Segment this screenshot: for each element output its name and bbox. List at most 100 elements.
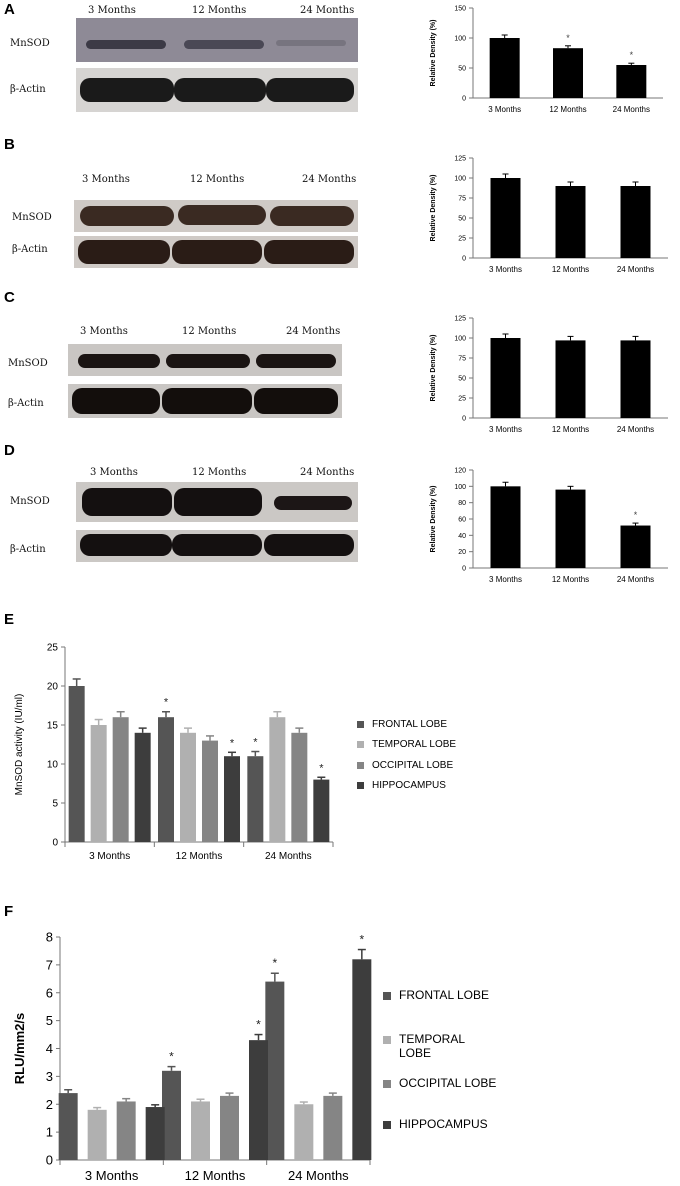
western-blot-c: 3 Months 12 Months 24 Months MnSOD β-Act… [0,290,370,425]
significance-marker: * [359,933,364,947]
legend-swatch [383,1035,391,1044]
bar [269,717,286,842]
mnsod-blot-strip [74,200,358,232]
mnsod-band [256,354,336,368]
y-tick-label: 50 [458,65,466,72]
actin-band [162,388,252,414]
actin-band [78,240,170,264]
bar [555,489,586,568]
panel-label-d: D [4,442,15,459]
y-axis-label: Relative Density (%) [430,20,437,87]
mnsod-band [184,40,264,49]
y-tick-label: 80 [458,500,466,507]
x-tick-label: 24 Months [265,851,312,862]
legend-swatch [383,991,391,1000]
bar [291,732,308,842]
actin-band [80,78,174,102]
chart-a: 0 50 100 150 Relative Density (%) 3 Months 12 … [430,5,663,114]
mnsod-band [80,206,174,226]
mnsod-band [270,206,354,226]
actin-band [264,534,354,556]
panel-label-e: E [4,611,15,628]
y-tick-label: 0 [462,415,466,422]
actin-band [80,534,172,556]
bar [134,732,151,842]
legend-item-occipital: OCCIPITAL LOBE [357,760,453,771]
mnsod-blot-strip [76,18,358,62]
panel-label-c: C [4,289,15,306]
y-tick-label: 25 [458,235,466,242]
y-tick-label: 20 [458,549,466,556]
actin-band [254,388,338,414]
blot-col-label: 24 Months [286,326,341,337]
significance-marker: * [634,510,638,520]
y-tick-label: 5 [46,1013,53,1028]
y-tick-label: 100 [454,175,466,182]
x-tick-label: 12 Months [549,105,586,114]
legend-item-temporal: TEMPORAL LOBE [357,739,456,750]
bar [490,178,521,258]
actin-band [174,78,266,102]
x-tick-label: 12 Months [185,1168,246,1183]
blot-col-label: 12 Months [192,467,247,478]
mnsod-band [174,488,262,516]
y-tick-label: 50 [458,375,466,382]
legend-e: FRONTAL LOBE TEMPORAL LOBE OCCIPITAL LOB… [357,719,477,799]
bar [489,38,520,98]
y-tick-label: 0 [462,95,466,102]
bar [180,732,196,842]
blot-col-label: 12 Months [192,5,247,16]
bar [90,725,107,842]
bar [352,959,372,1160]
y-tick-label: 0 [52,838,58,849]
bar [191,1101,210,1160]
y-tick-label: 120 [454,467,466,474]
bar [294,1104,314,1160]
bar [313,779,330,842]
significance-marker: * [319,762,324,774]
bar [112,717,129,842]
actin-band [172,534,262,556]
y-tick-label: 0 [46,1153,53,1168]
blot-col-label: 24 Months [300,467,355,478]
legend-f: FRONTAL LOBE TEMPORAL LOBE OCCIPITAL LOB… [383,988,513,1138]
y-tick-label: 25 [47,643,59,654]
significance-marker: * [272,956,277,970]
blot-col-label: 3 Months [88,5,136,16]
legend-swatch [383,1079,391,1088]
bar [620,186,651,258]
blot-row-label: β-Actin [10,84,46,95]
x-tick-label: 3 Months [488,105,521,114]
bar [555,186,586,258]
significance-marker: * [169,1050,174,1064]
x-tick-label: 3 Months [489,425,522,434]
blot-row-label: β-Actin [10,544,46,555]
x-tick-label: 24 Months [613,105,650,114]
significance-marker: * [566,33,570,43]
blot-col-label: 12 Months [182,326,237,337]
blot-row-label: β-Actin [8,398,44,409]
y-tick-label: 100 [454,35,466,42]
significance-marker: * [230,737,235,749]
legend-label: FRONTAL LOBE [372,719,448,730]
y-tick-label: 125 [454,315,466,322]
y-tick-label: 5 [52,799,58,810]
legend-item-occipital: OCCIPITAL LOBE [383,1076,499,1090]
legend-swatch [357,781,364,789]
legend-label: OCCIPITAL LOBE [399,1076,497,1090]
y-tick-label: 8 [46,930,53,945]
y-tick-label: 60 [458,516,466,523]
x-tick-label: 24 Months [617,575,654,584]
legend-label: TEMPORAL LOBE [372,739,457,750]
bar [247,756,264,842]
y-tick-label: 100 [454,484,466,491]
legend-label: HIPPOCAMPUS [372,780,446,791]
mnsod-blot-strip [68,344,342,376]
x-tick-label: 3 Months [489,265,522,274]
mnsod-band [274,496,352,510]
bar [58,1093,78,1160]
y-tick-label: 0 [462,255,466,262]
blot-row-label: β-Actin [12,244,48,255]
y-tick-label: 3 [46,1069,53,1084]
x-tick-label: 12 Months [552,425,589,434]
